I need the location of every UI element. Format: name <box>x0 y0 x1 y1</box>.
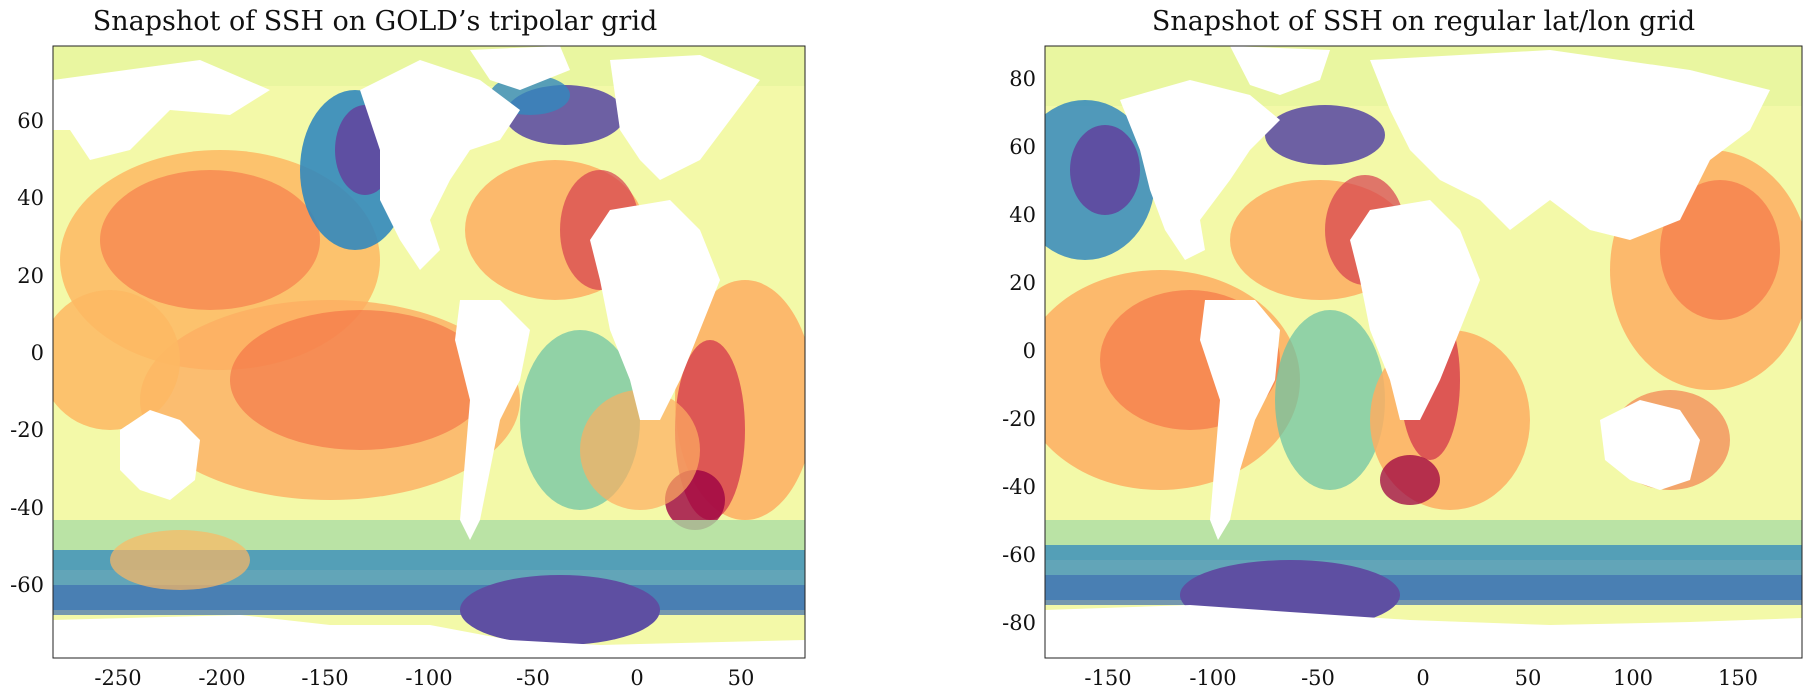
map-title: Snapshot of SSH on regular lat/lon grid <box>1151 6 1696 37</box>
x-tick-label: -250 <box>94 666 141 690</box>
x-tick-label: 100 <box>1613 666 1653 690</box>
y-tick-label: 20 <box>1009 271 1036 295</box>
x-tick-label: -100 <box>1189 666 1236 690</box>
land-masses <box>53 46 805 658</box>
x-tick-label: -150 <box>1084 666 1131 690</box>
x-tick-label: 50 <box>728 666 755 690</box>
x-tick-label: -50 <box>516 666 550 690</box>
x-tick-label: 0 <box>1416 666 1429 690</box>
x-tick-label: 0 <box>630 666 643 690</box>
land-masses <box>1045 46 1802 658</box>
y-tick-label: -20 <box>10 418 44 442</box>
y-tick-label: -60 <box>1002 543 1036 567</box>
x-tick-label: 150 <box>1718 666 1758 690</box>
y-tick-label: -80 <box>1002 611 1036 635</box>
tripolar-ssh-map: -250 -200 -150 -100 -50 0 50 60 40 20 0 … <box>10 45 806 690</box>
tripolar-map-panel: Snapshot of SSH on GOLD’s tripolar grid <box>0 0 806 697</box>
x-axis: -150 -100 -50 0 50 100 150 <box>1084 666 1758 690</box>
x-tick-label: -100 <box>405 666 452 690</box>
y-tick-label: 60 <box>17 109 44 133</box>
y-tick-label: 80 <box>1009 67 1036 91</box>
ssh-field <box>53 46 805 658</box>
x-axis: -250 -200 -150 -100 -50 0 50 <box>94 666 754 690</box>
y-tick-label: -20 <box>1002 407 1036 431</box>
y-axis: 80 60 40 20 0 -20 -40 -60 -80 <box>1002 67 1036 635</box>
latlon-ssh-map: -150 -100 -50 0 50 100 150 80 60 40 20 0… <box>1002 45 1803 690</box>
x-tick-label: -200 <box>198 666 245 690</box>
x-tick-label: 50 <box>1515 666 1542 690</box>
x-tick-label: -50 <box>1301 666 1335 690</box>
y-tick-label: -60 <box>10 573 44 597</box>
x-tick-label: -150 <box>301 666 348 690</box>
y-tick-label: 60 <box>1009 135 1036 159</box>
y-tick-label: 20 <box>17 264 44 288</box>
plot-frame <box>1044 45 1803 659</box>
ssh-field <box>1045 46 1802 658</box>
y-tick-label: -40 <box>1002 475 1036 499</box>
y-axis: 60 40 20 0 -20 -40 -60 <box>10 109 44 597</box>
y-tick-label: 40 <box>1009 203 1036 227</box>
latlon-map-panel: Snapshot of SSH on regular lat/lon grid <box>990 0 1807 697</box>
y-tick-label: 0 <box>31 341 44 365</box>
y-tick-label: -40 <box>10 496 44 520</box>
map-title: Snapshot of SSH on GOLD’s tripolar grid <box>92 6 658 37</box>
y-tick-label: 40 <box>17 186 44 210</box>
plot-frame <box>52 45 806 659</box>
y-tick-label: 0 <box>1023 339 1036 363</box>
